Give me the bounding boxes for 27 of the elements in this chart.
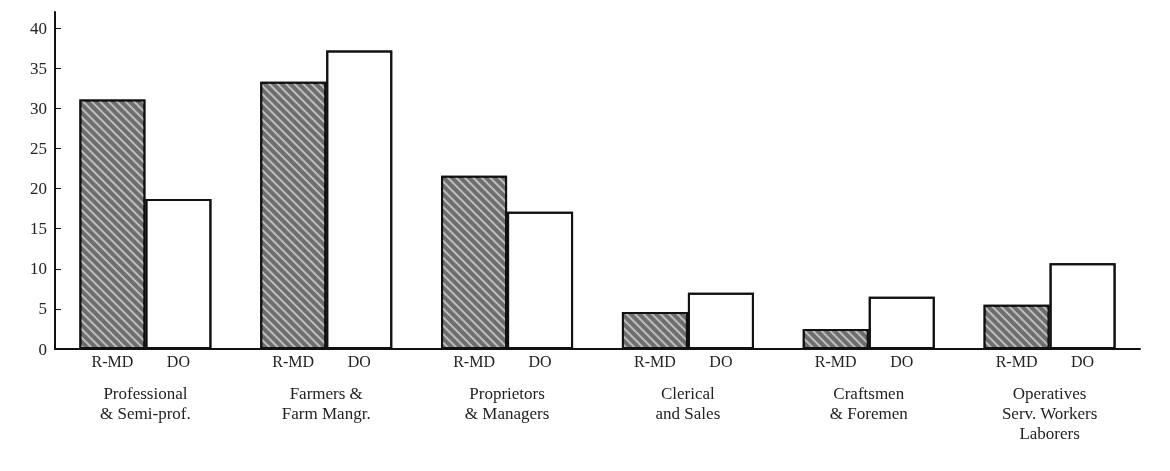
y-tick-label: 25: [30, 138, 47, 158]
x-tick-label: Operatives Serv. Workers Laborers: [1001, 383, 1098, 443]
x-tick-label: Clerical and Sales: [655, 383, 721, 423]
x-tick-label: Proprietors & Managers: [464, 383, 550, 423]
y-tick-label: 30: [30, 98, 47, 118]
series-label: R-MD: [91, 352, 134, 370]
text: DO: [1071, 352, 1095, 370]
x-tick-label: Professional & Semi-prof.: [100, 383, 191, 423]
x-tick-label: Craftsmen & Foremen: [829, 383, 909, 423]
y-tick-label: 40: [30, 18, 47, 38]
y-tick-label: 35: [30, 58, 47, 78]
text: R-MD: [995, 352, 1038, 370]
y-tick-label: 0: [38, 339, 47, 359]
text: DO: [347, 352, 371, 370]
text: DO: [709, 352, 733, 370]
text: R-MD: [634, 352, 676, 370]
series-label: DO: [166, 352, 190, 370]
text: DO: [528, 352, 552, 370]
text: DO: [890, 352, 914, 370]
y-tick-label: 10: [30, 259, 47, 279]
y-tick-label: 15: [30, 219, 47, 239]
text: R-MD: [814, 352, 857, 370]
text: R-MD: [453, 352, 495, 370]
y-tick-label: 20: [30, 179, 47, 199]
text: R-MD: [272, 352, 315, 370]
y-tick-label: 5: [38, 299, 47, 319]
x-tick-label: Farmers & Farm Mangr.: [281, 383, 371, 423]
